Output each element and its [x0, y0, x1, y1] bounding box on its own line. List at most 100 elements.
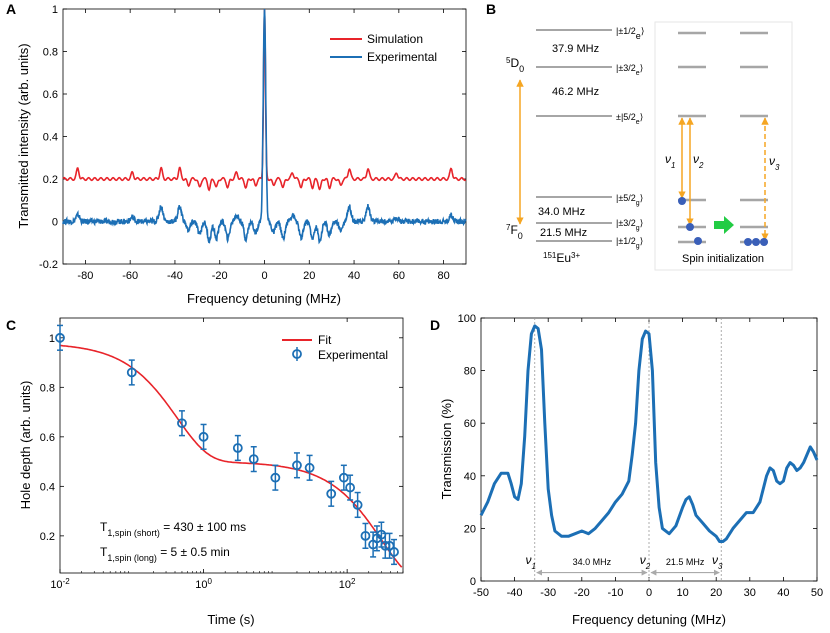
x-axis-label-d: Frequency detuning (MHz) — [572, 612, 726, 627]
data-point — [292, 460, 302, 471]
nu1-label: ν1 — [665, 152, 675, 170]
x-tick-label: 0 — [646, 587, 652, 599]
x-tick-label: 10-2 — [50, 577, 70, 592]
splitting-upper-2: 46.2 MHz — [552, 86, 599, 98]
x-tick-label: 10 — [676, 587, 688, 599]
x-tick-label: -80 — [77, 270, 93, 282]
x-tick-label: 0 — [261, 270, 267, 282]
x-tick-label: 50 — [811, 587, 823, 599]
axes-c: 10-2 100 102 0.2 0.4 0.6 0.8 1 — [40, 318, 404, 592]
ket-upper-5: ±|5/2e⟩ — [616, 112, 643, 126]
data-point — [352, 500, 363, 510]
initialization-arrow-icon — [714, 216, 734, 234]
x-tick-label: 100 — [195, 577, 212, 592]
plot-frame-c — [59, 317, 404, 574]
axes-a: -80 -60 -40 -20 0 20 40 60 80 -0.2 0 0.2 0.4 0.6 0.8 1 — [39, 4, 466, 282]
legend-label-experimental-c: Experimental — [318, 348, 388, 362]
population-dot — [760, 238, 768, 246]
y-tick-label: 0.2 — [43, 174, 58, 186]
splitting-upper-1: 37.9 MHz — [552, 43, 599, 55]
ion-label: 151Eu3+ — [543, 251, 580, 266]
y-tick-label: 100 — [458, 313, 476, 325]
legend-a: Simulation Experimental — [325, 30, 460, 70]
panel-b: B |±1/2e⟩ |±3/2e⟩ ±|5/2e⟩ |±5/2g⟩ |±3/2g… — [486, 1, 793, 271]
x-tick-label: -60 — [122, 270, 138, 282]
spacing-label: 21.5 MHz — [666, 557, 705, 567]
y-tick-label: 0.6 — [43, 89, 58, 101]
population-dot — [744, 238, 752, 246]
spin-init-levels — [678, 31, 768, 244]
energy-levels — [536, 29, 612, 242]
y-tick-label: 0.4 — [40, 481, 55, 493]
data-point — [360, 530, 371, 541]
y-axis-label-c: Hole depth (arb. units) — [18, 381, 33, 510]
splitting-lower-1: 34.0 MHz — [538, 206, 585, 218]
legend-marker-experimental — [292, 349, 302, 359]
legend-label-fit: Fit — [318, 333, 332, 347]
resonance-label: ν1 — [526, 553, 536, 571]
panel-c: C 10-2 100 102 0.2 0.4 0.6 0.8 1 Fit Experiment… — [6, 317, 404, 627]
state-label-upper: 5D0 — [506, 56, 524, 75]
panel-letter-a: A — [6, 1, 16, 17]
legend-c: Fit Experimental — [282, 333, 388, 362]
y-axis-label-a: Transmitted intensity (arb. units) — [16, 43, 31, 228]
x-tick-label: -50 — [473, 587, 489, 599]
population-dot — [686, 223, 694, 231]
x-tick-label: 40 — [348, 270, 360, 282]
data-point — [345, 482, 356, 493]
panel-letter-d: D — [430, 317, 440, 333]
y-tick-label: 0.8 — [43, 47, 58, 59]
y-tick-label: 40 — [464, 471, 476, 483]
y-tick-label: 0.8 — [40, 382, 55, 394]
data-point — [270, 472, 281, 483]
experimental-line — [62, 8, 467, 245]
y-tick-label: 0.2 — [40, 531, 55, 543]
data-point — [198, 431, 209, 442]
ket-upper-3: |±3/2e⟩ — [616, 63, 643, 77]
y-tick-label: 0.4 — [43, 132, 58, 144]
x-tick-label: 60 — [393, 270, 405, 282]
experimental-points — [55, 324, 399, 566]
splitting-lower-2: 21.5 MHz — [540, 227, 587, 239]
y-tick-label: 0 — [470, 576, 476, 588]
y-tick-label: 20 — [464, 523, 476, 535]
legend-label-experimental: Experimental — [367, 50, 437, 64]
x-tick-label: 20 — [710, 587, 722, 599]
plot-frame-d — [480, 317, 818, 582]
x-tick-label: -10 — [607, 587, 623, 599]
ket-lower-1: |±1/2g⟩ — [616, 236, 643, 250]
data-point — [338, 472, 349, 483]
population-dot — [678, 197, 686, 205]
y-tick-label: 1 — [52, 4, 58, 16]
legend-label-simulation: Simulation — [367, 32, 423, 46]
panel-d: D -50 -40 -30 -20 -10 0 10 20 30 40 50 0 20 40 60 80 100… — [430, 313, 823, 627]
spin-init-label: Spin initialization — [682, 253, 764, 265]
data-point — [177, 418, 187, 429]
x-tick-label: 102 — [339, 577, 356, 592]
data-point — [389, 547, 399, 557]
x-tick-label: -40 — [167, 270, 183, 282]
spacing-label: 34.0 MHz — [573, 557, 612, 567]
legend-box-a — [325, 30, 460, 70]
data-point — [55, 332, 65, 343]
data-point — [326, 488, 337, 499]
x-tick-label: -40 — [507, 587, 523, 599]
resonance-markers: ν1 ν2 ν3 34.0 MHz 21.5 MHz — [526, 318, 723, 581]
y-tick-label: 80 — [464, 366, 476, 378]
resonance-label: ν2 — [640, 553, 651, 571]
y-tick-label: 0.6 — [40, 432, 55, 444]
annotation-t1-short: T1,spin (short) = 430 ± 100 ms — [100, 520, 246, 538]
ket-lower-5: |±5/2g⟩ — [616, 193, 643, 207]
x-tick-label: 30 — [744, 587, 756, 599]
y-tick-label: 0 — [52, 217, 58, 229]
x-tick-label: -20 — [574, 587, 590, 599]
y-axis-label-d: Transmission (%) — [439, 399, 454, 500]
ket-lower-3: |±3/2g⟩ — [616, 218, 643, 232]
panel-a: A -80 -60 -40 -20 0 20 40 60 80 -0.2 0 0.2 0.4 0.6 0.8… — [6, 1, 467, 306]
x-tick-label: -20 — [212, 270, 228, 282]
panel-letter-b: B — [486, 1, 496, 17]
population-dot — [752, 238, 760, 246]
y-tick-label: 1 — [49, 333, 55, 345]
x-axis-label-c: Time (s) — [207, 612, 254, 627]
